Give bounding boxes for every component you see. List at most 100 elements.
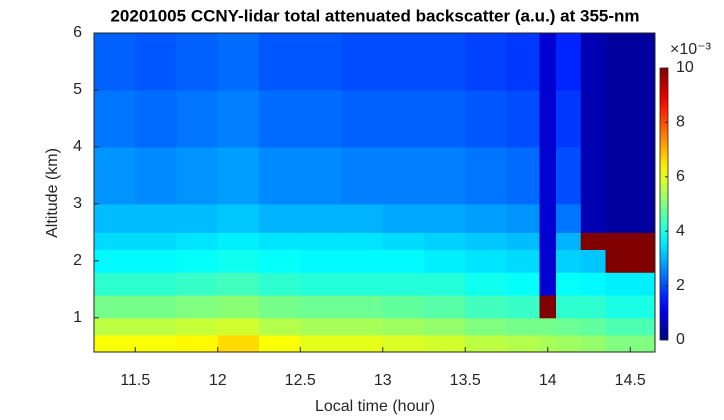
heatmap-cell (465, 249, 507, 273)
heatmap-cell (506, 146, 540, 205)
heatmap-cell (605, 334, 656, 353)
heatmap-cell (539, 33, 557, 91)
heatmap-cell (300, 146, 342, 205)
heatmap-cell (135, 317, 177, 336)
heatmap-cell (300, 249, 342, 273)
heatmap-cell (506, 89, 540, 148)
heatmap-cell (176, 232, 219, 250)
heatmap-cell (539, 232, 557, 250)
heatmap-cell (424, 89, 466, 148)
heatmap-cell (424, 232, 466, 250)
x-tick-label: 13 (374, 372, 392, 389)
heatmap-cell (580, 272, 606, 296)
heatmap-cell (135, 89, 177, 148)
heatmap-cell (217, 317, 260, 336)
x-axis-label: Local time (hour) (315, 398, 435, 415)
heatmap-cell (382, 146, 425, 205)
heatmap-cell (580, 317, 606, 336)
heatmap-cell (556, 33, 582, 91)
heatmap-cell (217, 146, 260, 205)
heatmap-cell (556, 334, 582, 353)
heatmap-cell (176, 249, 219, 273)
heatmap-cell (176, 146, 219, 205)
heatmap-cell (465, 295, 507, 319)
heatmap-cell (300, 89, 342, 148)
heatmap-cell (539, 146, 557, 205)
y-tick-label: 5 (73, 81, 82, 98)
heatmap-cell (539, 89, 557, 148)
y-tick-label: 2 (73, 252, 82, 269)
heatmap-cell (94, 33, 136, 91)
heatmap-cell (506, 334, 540, 353)
heatmap-cell (556, 272, 582, 296)
heatmap-cell (176, 317, 219, 336)
heatmap-cell (382, 89, 425, 148)
heatmap-cell (94, 203, 136, 233)
heatmap-cell (556, 232, 582, 250)
heatmap-cell (135, 232, 177, 250)
heatmap-cell (424, 203, 466, 233)
heatmap-cell (580, 33, 606, 91)
heatmap-cell (300, 203, 342, 233)
heatmap-cell (135, 295, 177, 319)
heatmap-cell (506, 33, 540, 91)
heatmap-cell (300, 33, 342, 91)
heatmap-cell (259, 317, 301, 336)
heatmap-cell (605, 317, 656, 336)
heatmap-cell (300, 272, 342, 296)
heatmap-cell (465, 146, 507, 205)
heatmap-cell (382, 295, 425, 319)
heatmap-cell (94, 317, 136, 336)
x-tick-label: 14 (539, 372, 557, 389)
heatmap-cell (94, 249, 136, 273)
heatmap-cell (94, 272, 136, 296)
colorbar-tick-label: 6 (676, 168, 685, 185)
heatmap-cell (300, 317, 342, 336)
heatmap-cell (539, 295, 557, 319)
heatmap-cell (556, 295, 582, 319)
heatmap-cell (135, 334, 177, 353)
heatmap-cell (94, 146, 136, 205)
heatmap-cell (382, 232, 425, 250)
heatmap-cell (341, 232, 384, 250)
heatmap-cell (382, 317, 425, 336)
heatmap-cell (539, 272, 557, 296)
y-tick-label: 1 (73, 309, 82, 326)
heatmap-cell (465, 33, 507, 91)
x-tick-label: 13.5 (450, 372, 481, 389)
heatmap-cell (217, 249, 260, 273)
heatmap-cell (341, 334, 384, 353)
heatmap-cell (605, 249, 656, 273)
heatmap-cell (580, 295, 606, 319)
heatmap-cell (465, 232, 507, 250)
heatmap-cell (424, 295, 466, 319)
heatmap-cell (556, 249, 582, 273)
heatmap-cell (424, 249, 466, 273)
heatmap-cell (506, 272, 540, 296)
heatmap-cell (539, 203, 557, 233)
heatmap-cell (217, 334, 260, 353)
heatmap-cell (605, 232, 656, 250)
heatmap-cell (135, 33, 177, 91)
heatmap-cell (135, 203, 177, 233)
heatmap-cell (341, 33, 384, 91)
colorbar-tick-label: 4 (676, 222, 685, 239)
heatmap-cell (580, 334, 606, 353)
heatmap-cell (300, 334, 342, 353)
heatmap-cell (94, 295, 136, 319)
heatmap-cell (465, 334, 507, 353)
y-axis-label: Altitude (km) (44, 148, 61, 238)
colorbar (659, 67, 669, 341)
heatmap-cell (556, 203, 582, 233)
x-tick-label: 12.5 (285, 372, 316, 389)
heatmap-cell (217, 203, 260, 233)
heatmap-cell (580, 89, 606, 148)
heatmap-cell (506, 232, 540, 250)
heatmap-cell (176, 272, 219, 296)
heatmap-cell (217, 33, 260, 91)
colorbar-tick-label: 8 (676, 114, 685, 131)
colorbar-tick-label: 0 (676, 331, 685, 348)
heatmap-cell (605, 203, 656, 233)
heatmap-cell (580, 232, 606, 250)
